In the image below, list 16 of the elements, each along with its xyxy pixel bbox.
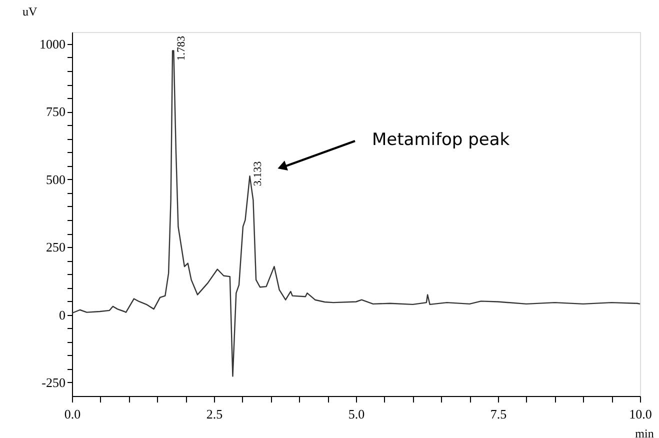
y-tick-label: 500 <box>46 172 66 187</box>
annotation: Metamifop peak <box>372 130 510 150</box>
annotation: 1.783 <box>175 35 188 61</box>
y-tick-label: 250 <box>46 240 66 255</box>
x-tick-label: 7.5 <box>490 406 507 422</box>
x-tick-label: 2.5 <box>206 406 223 422</box>
y-tick-label: 1000 <box>40 36 66 52</box>
x-tick-label: 5.0 <box>348 406 365 422</box>
y-tick-label: -250 <box>42 374 66 390</box>
x-tick-label: 10.0 <box>629 406 652 422</box>
y-tick-label: 750 <box>46 104 66 120</box>
y-tick-label: 0 <box>59 307 66 322</box>
annotation: 3.133 <box>252 160 264 186</box>
x-tick-label: 0.0 <box>64 406 81 422</box>
y-axis-title: uV <box>22 4 38 18</box>
x-axis-title: min <box>635 426 654 438</box>
